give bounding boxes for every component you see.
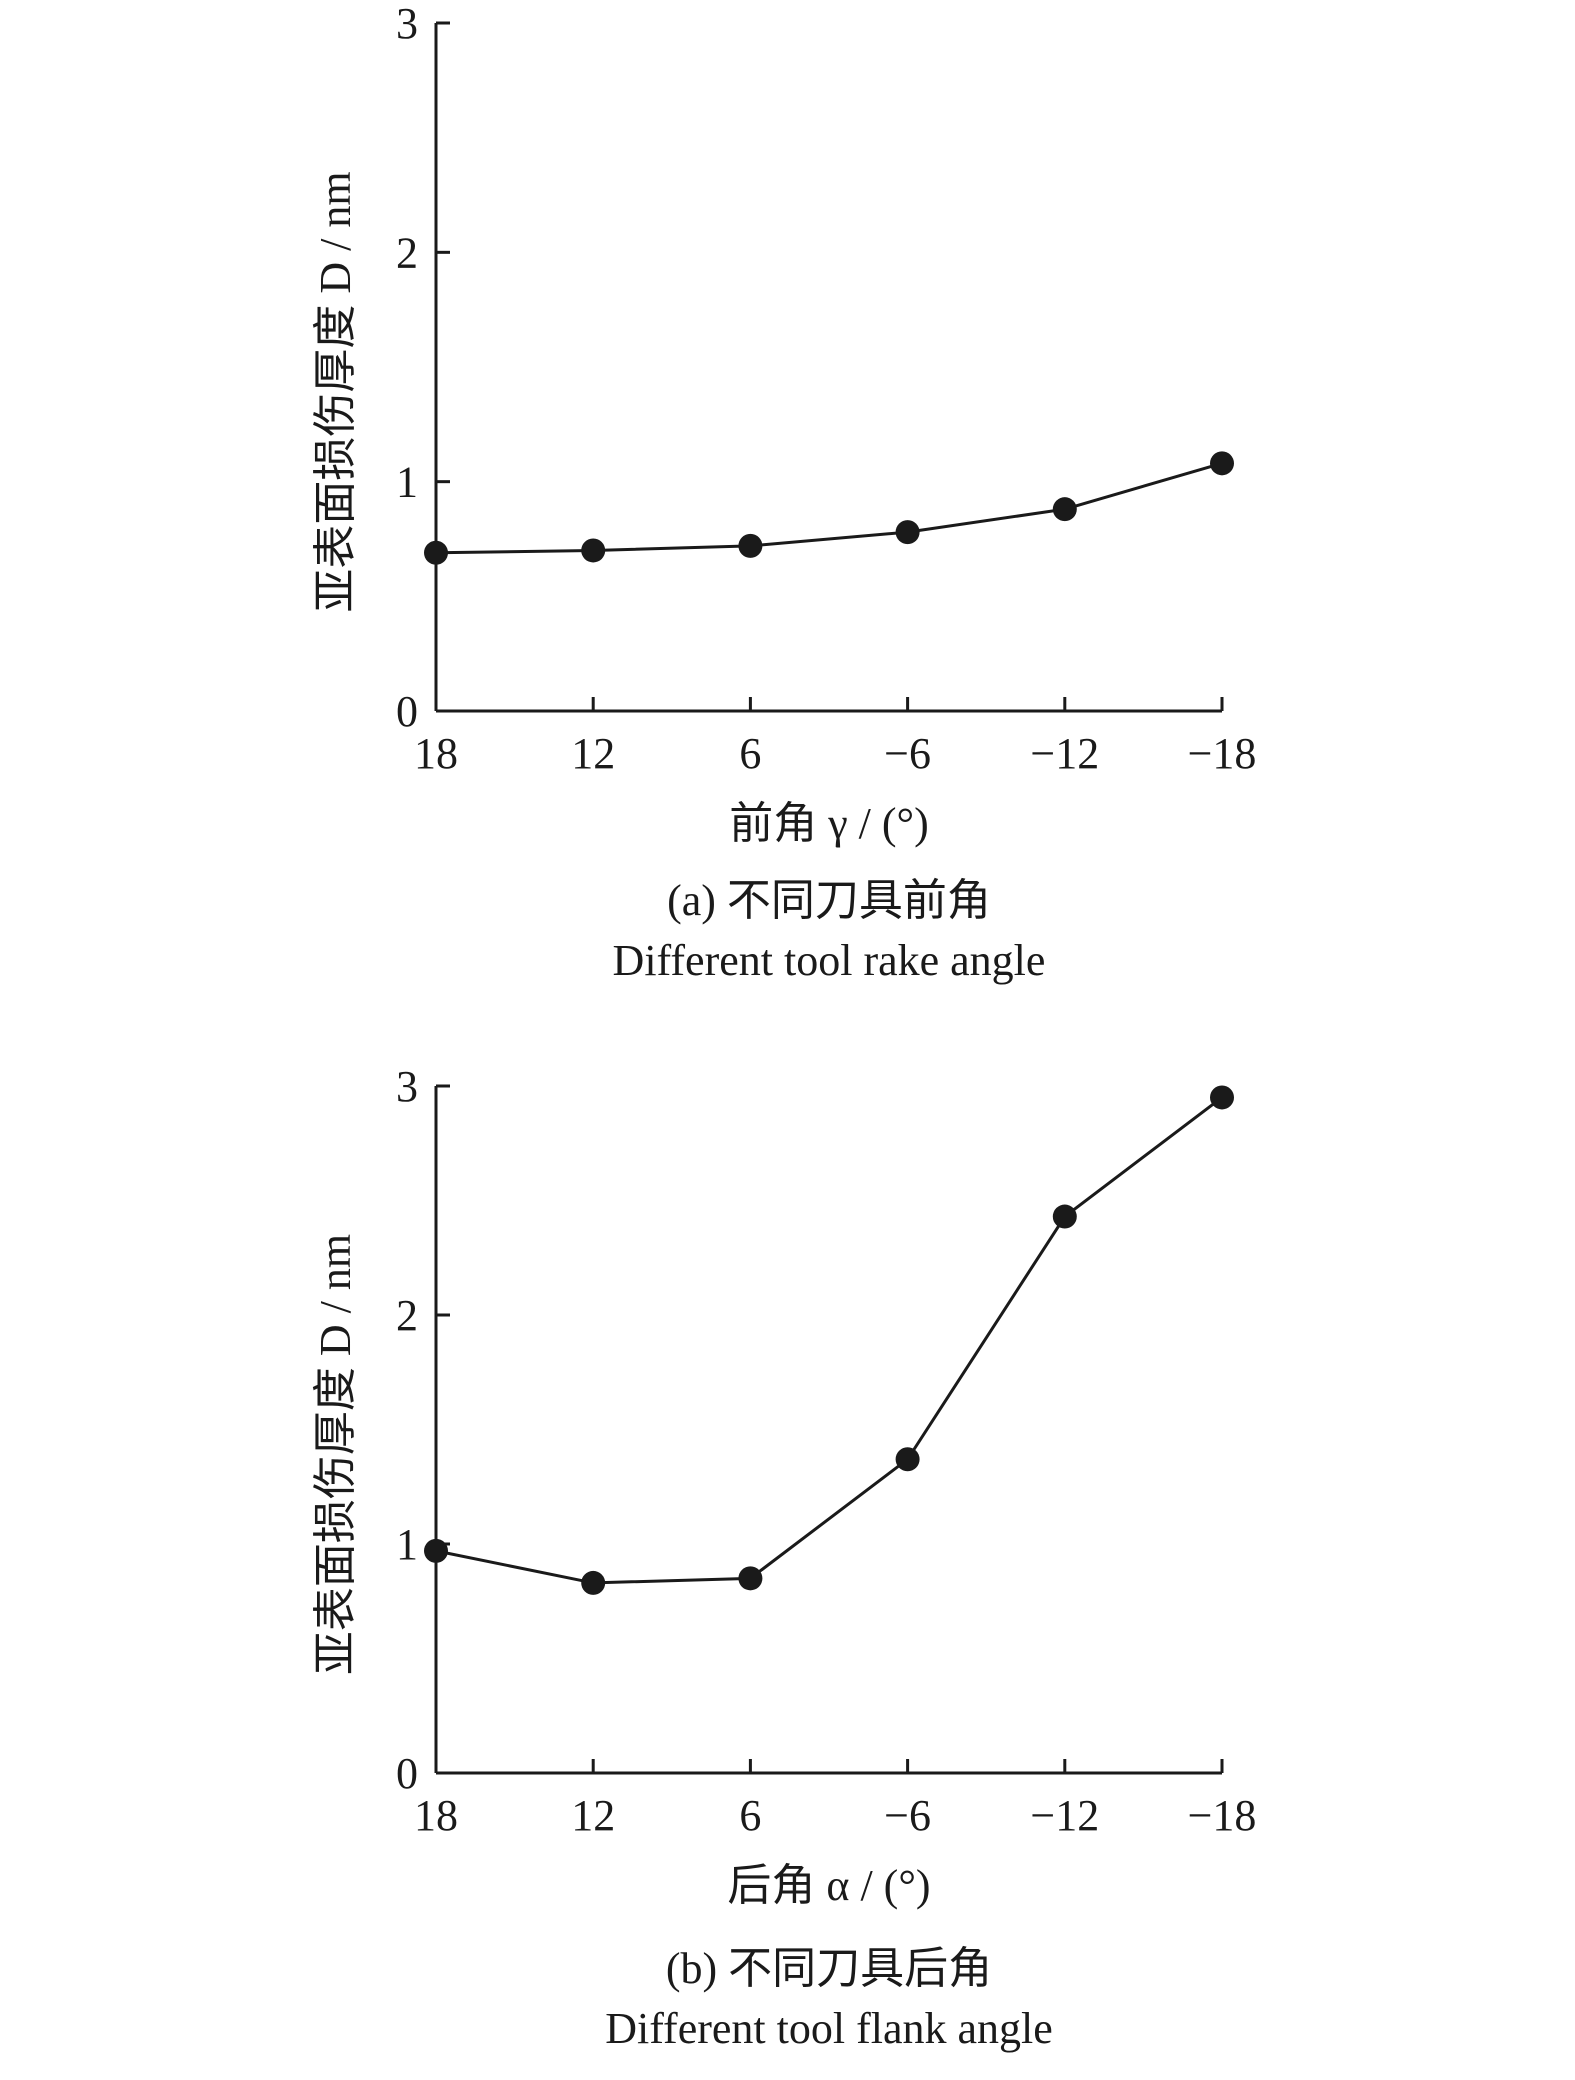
y-tick-label: 2 xyxy=(396,228,418,277)
y-tick-label: 1 xyxy=(396,1520,418,1569)
x-tick-label: −12 xyxy=(1030,1791,1099,1840)
x-tick-label: 6 xyxy=(739,729,761,778)
panel-b: 0 1 2 3 18 12 6 −6 −12 −18 亚表面损伤厚度 D / n… xyxy=(311,1062,1256,2053)
tick-group xyxy=(434,1084,1224,1775)
y-tick-labels: 0 1 2 3 xyxy=(396,0,418,736)
x-tick-label: 12 xyxy=(571,1791,615,1840)
x-tick-label: −6 xyxy=(884,1791,931,1840)
x-tick-label: 18 xyxy=(414,1791,458,1840)
data-point xyxy=(1210,1085,1234,1110)
data-point xyxy=(424,1538,448,1563)
data-point xyxy=(1052,1204,1077,1229)
data-points xyxy=(424,1085,1234,1595)
y-tick-label: 1 xyxy=(396,458,418,507)
y-tick-labels: 0 1 2 3 xyxy=(396,1062,418,1798)
y-tick-label: 0 xyxy=(396,1749,418,1798)
caption-en: Different tool rake angle xyxy=(613,936,1046,985)
y-axis-label: 亚表面损伤厚度 D / nm xyxy=(311,171,360,612)
data-point xyxy=(1210,451,1234,476)
tick-group xyxy=(434,21,1224,713)
series-line xyxy=(435,1096,1223,1585)
x-axis-label: 前角 γ / (°) xyxy=(729,799,929,848)
data-points xyxy=(424,451,1234,565)
y-tick-label: 3 xyxy=(396,1062,418,1111)
x-tick-labels: 18 12 6 −6 −12 −18 xyxy=(414,729,1256,778)
data-point xyxy=(738,1566,763,1591)
x-tick-label: 12 xyxy=(571,729,615,778)
data-point xyxy=(581,1570,606,1595)
y-tick-label: 0 xyxy=(396,687,418,736)
x-tick-label: 18 xyxy=(414,729,458,778)
x-tick-label: −18 xyxy=(1188,729,1257,778)
data-point xyxy=(424,540,448,565)
data-point xyxy=(895,520,920,545)
data-point xyxy=(895,1447,920,1472)
x-tick-label: −12 xyxy=(1030,729,1099,778)
panel-a: 0 1 2 3 18 12 6 −6 −12 −18 亚表面损伤厚度 D / n… xyxy=(311,0,1256,985)
x-axis-label: 后角 α / (°) xyxy=(727,1861,930,1910)
caption-cn: (b) 不同刀具后角 xyxy=(666,1944,992,1993)
x-tick-label: −18 xyxy=(1188,1791,1257,1840)
caption-cn: (a) 不同刀具前角 xyxy=(667,876,991,925)
data-point xyxy=(581,538,606,563)
caption-en: Different tool flank angle xyxy=(605,2004,1053,2053)
x-tick-label: 6 xyxy=(739,1791,761,1840)
series-line xyxy=(435,461,1223,555)
y-axis-label: 亚表面损伤厚度 D / nm xyxy=(311,1234,360,1675)
x-tick-labels: 18 12 6 −6 −12 −18 xyxy=(414,1791,1256,1840)
y-tick-label: 3 xyxy=(396,0,418,48)
data-point xyxy=(1052,497,1077,522)
x-tick-label: −6 xyxy=(884,729,931,778)
y-tick-label: 2 xyxy=(396,1291,418,1340)
data-point xyxy=(738,533,763,558)
